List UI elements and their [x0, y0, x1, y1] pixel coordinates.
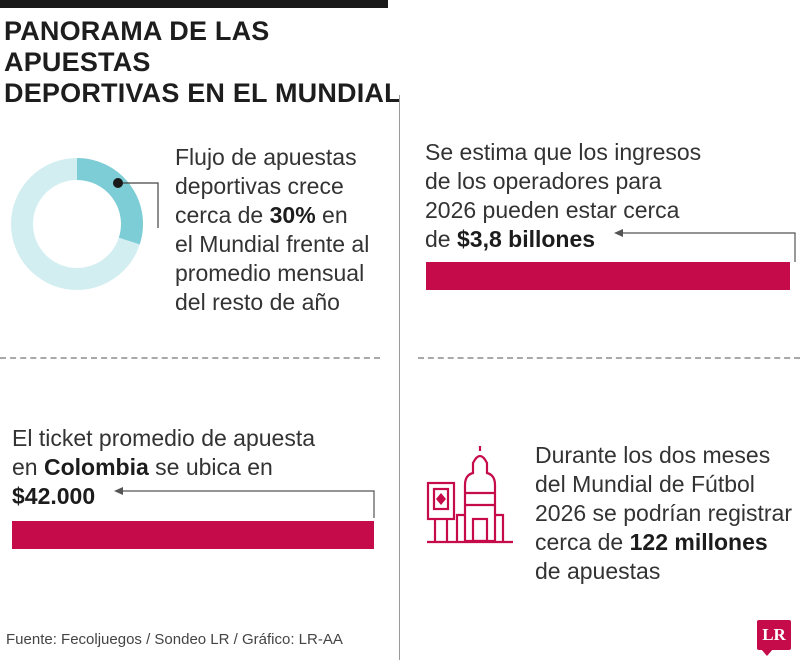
- flujo-line-5: promedio mensual: [175, 260, 365, 286]
- flujo-line-4: el Mundial frente al: [175, 231, 370, 257]
- ticket-pointer-arrow: [114, 487, 375, 518]
- apuestas-line-5: de apuestas: [535, 558, 661, 584]
- flujo-line-6: del resto de año: [175, 289, 340, 315]
- donut-leader-line: [118, 182, 159, 228]
- ingresos-line-1: Se estima que los ingresos: [425, 139, 702, 165]
- panel-flujo-text: Flujo de apuestas deportivas crece cerca…: [175, 143, 369, 317]
- lr-logo: LR: [757, 620, 791, 656]
- apuestas-amount: 122 millones: [629, 529, 768, 555]
- ticket-line-1: El ticket promedio de apuesta: [12, 425, 316, 451]
- top-rule: [0, 0, 388, 8]
- ticket-line-2: en Colombia se ubica en: [12, 454, 273, 480]
- apuestas-line-4: cerca de 122 millones: [535, 529, 768, 555]
- horizontal-divider-right: [418, 357, 800, 359]
- ingresos-line-4: de $3,8 billones: [425, 226, 596, 252]
- ticket-bar: [12, 521, 374, 549]
- source-note: Fuente: Fecoljuegos / Sondeo LR / Gráfic…: [6, 631, 343, 648]
- apuestas-line-2: del Mundial de Fútbol: [535, 471, 755, 497]
- horizontal-divider-left: [0, 357, 380, 359]
- flujo-line-2: deportivas crece: [175, 173, 344, 199]
- apuestas-line-1: Durante los dos meses: [535, 442, 771, 468]
- ticket-amount: $42.000: [12, 483, 96, 509]
- flujo-line-1: Flujo de apuestas: [175, 144, 357, 170]
- ticket-country: Colombia: [43, 454, 149, 480]
- donut-slice-30: [76, 158, 143, 245]
- donut-chart: [11, 158, 159, 290]
- ingresos-line-3: 2026 pueden estar cerca: [425, 197, 680, 223]
- ticket-line-3: $42.000: [12, 482, 315, 511]
- ingresos-pointer-arrow: [614, 229, 796, 262]
- panel-apuestas-text: Durante los dos meses del Mundial de Fút…: [535, 441, 792, 586]
- panel-ingresos-text: Se estima que los ingresos de los operad…: [425, 138, 701, 254]
- apuestas-line-3: 2026 se podrían registrar: [535, 500, 792, 526]
- ingresos-amount: $3,8 billones: [456, 226, 596, 252]
- page-title: PANORAMA DE LAS APUESTAS DEPORTIVAS EN E…: [4, 16, 401, 108]
- flujo-percent: 30%: [269, 202, 316, 228]
- donut-leader-dot: [113, 178, 123, 188]
- flujo-line-3: cerca de 30% en: [175, 202, 348, 228]
- vertical-divider: [399, 95, 400, 660]
- panel-ticket-text: El ticket promedio de apuesta en Colombi…: [12, 424, 315, 511]
- ingresos-line-2: de los operadores para: [425, 168, 662, 194]
- ingresos-bar: [426, 262, 790, 290]
- casino-building-icon: [426, 446, 513, 544]
